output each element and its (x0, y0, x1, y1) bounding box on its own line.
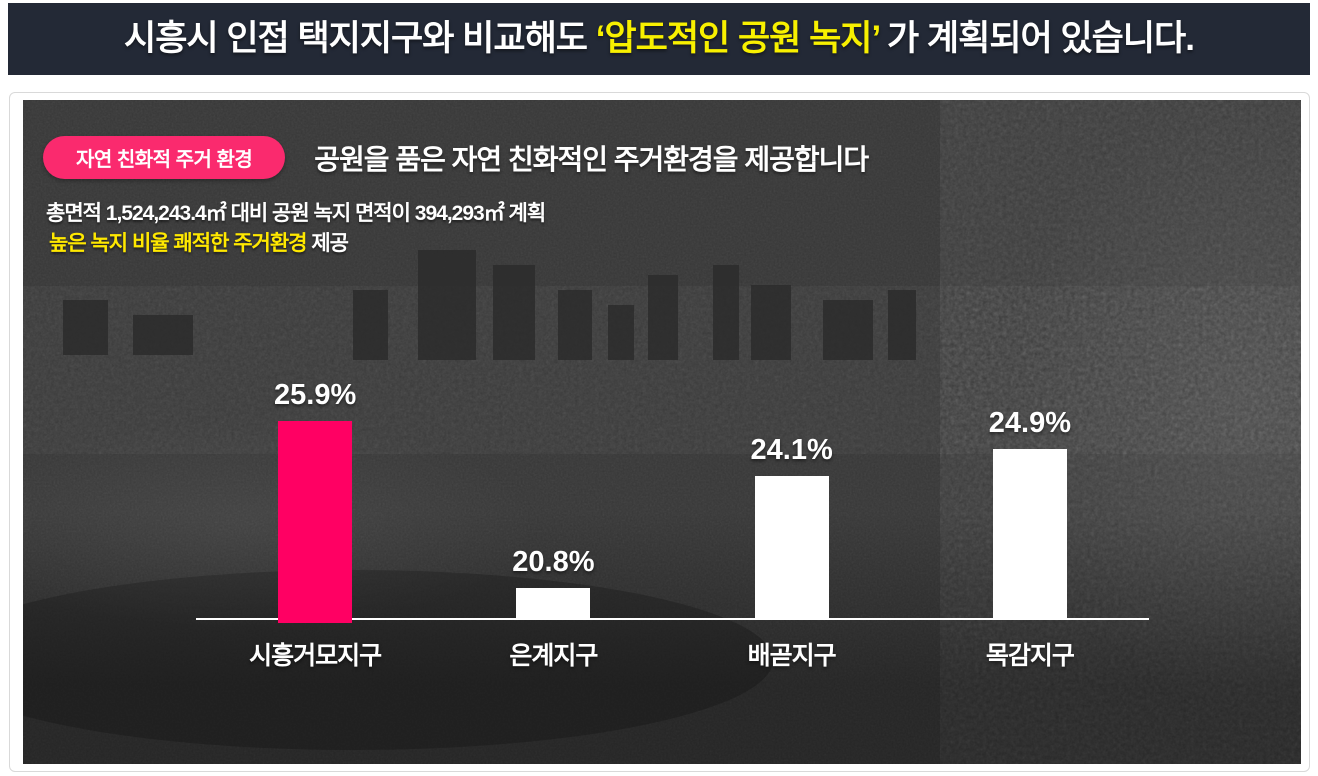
bar-category-label: 목감지구 (985, 642, 1075, 670)
bar-category-label: 은계지구 (509, 642, 598, 670)
bar-category-label: 배곧지구 (747, 642, 837, 670)
bar-value-label: 24.1% (750, 434, 833, 466)
section-badge-label: 자연 친화적 주거 환경 (76, 149, 253, 171)
bar-value-label: 25.9% (274, 379, 357, 411)
chart-column: 24.1% (673, 434, 911, 618)
bar-value-label: 24.9% (988, 407, 1071, 439)
banner-text-suffix: 가 계획되어 있습니다. (879, 19, 1195, 58)
banner-text-prefix: 시흥시 인접 택지지구와 비교해도 (124, 19, 596, 58)
area-note-line2-highlight: 높은 녹지 비율 쾌적한 주거환경 (49, 232, 307, 255)
bar-category-label: 시흥거모지구 (249, 642, 382, 670)
bar (516, 588, 591, 618)
banner-text-highlight: ‘압도적인 공원 녹지’ (595, 19, 881, 58)
area-note-line2-rest: 제공 (306, 232, 349, 255)
section-header-row: 자연 친화적 주거 환경 공원을 품은 자연 친화적인 주거환경을 제공합니다 (43, 136, 869, 179)
section-heading: 공원을 품은 자연 친화적인 주거환경을 제공합니다 (314, 143, 869, 175)
bar (754, 476, 829, 618)
photo-canvas: 자연 친화적 주거 환경 공원을 품은 자연 친화적인 주거환경을 제공합니다 … (23, 100, 1301, 764)
chart-category-row: 시흥거모지구 은계지구 배곧지구 목감지구 (196, 620, 1149, 672)
section-badge: 자연 친화적 주거 환경 (43, 136, 286, 179)
chart-plot: 25.9% 20.8% 24.1% 24.9% (196, 330, 1149, 623)
top-banner: 시흥시 인접 택지지구와 비교해도 ‘압도적인 공원 녹지’ 가 계획되어 있습… (8, 3, 1310, 75)
bar (992, 449, 1067, 618)
chart-column: 25.9% (196, 379, 434, 623)
area-notes: 총면적 1,524,243.4㎡ 대비 공원 녹지 면적이 394,293㎡ 계… (46, 199, 546, 259)
bar-value-label: 20.8% (512, 546, 595, 578)
chart-column: 20.8% (434, 546, 672, 618)
area-note-line2: 높은 녹지 비율 쾌적한 주거환경 제공 (49, 229, 545, 259)
bar-highlighted (278, 421, 353, 623)
area-note-line1: 총면적 1,524,243.4㎡ 대비 공원 녹지 면적이 394,293㎡ 계… (46, 202, 546, 225)
green-ratio-bar-chart: 25.9% 20.8% 24.1% 24.9% 시흥거모지구 은계지구 배곧지구 목감지구 (196, 330, 1149, 672)
slide-card: 자연 친화적 주거 환경 공원을 품은 자연 친화적인 주거환경을 제공합니다 … (9, 92, 1310, 772)
chart-column: 24.9% (911, 407, 1149, 618)
